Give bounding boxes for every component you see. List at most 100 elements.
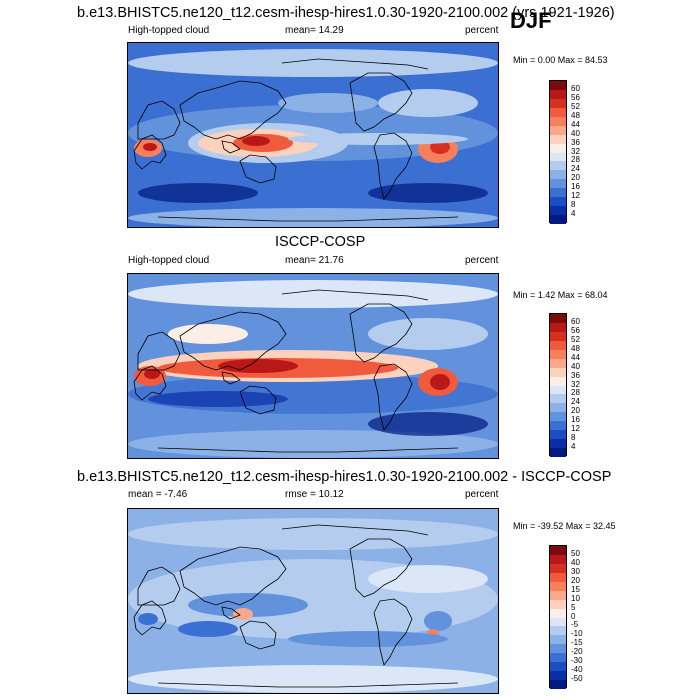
panel1-colorbar-swatch xyxy=(550,98,566,108)
panel1-cloud-area xyxy=(278,93,378,113)
panel3-colorbar-swatch xyxy=(550,626,566,636)
panel3-colorbar-label: 30 xyxy=(571,566,580,576)
panel2-colorbar-label: 8 xyxy=(571,433,576,443)
panel2-colorbar-swatch xyxy=(550,340,566,350)
panel2-colorbar-label: 20 xyxy=(571,406,580,416)
panel3-colorbar-box xyxy=(549,545,567,689)
panel3-colorbar: 50 40 30 20 15 10 5 0 -5 -10 -15 -20 -30 -40 -50 xyxy=(549,545,583,689)
panel1-coastline xyxy=(137,100,181,140)
panel1-colorbar-swatch xyxy=(550,89,566,99)
panel3-coastline xyxy=(281,524,429,536)
panel2-colorbar: 60 56 52 48 44 40 36 32 28 24 20 16 12 8 4 xyxy=(549,313,580,457)
panel3-colorbar-swatch xyxy=(550,608,566,618)
panel1-colorbar-label: 24 xyxy=(571,164,580,174)
panel1-colorbar-swatch xyxy=(550,81,566,90)
panel3-cloud-area xyxy=(188,593,308,617)
panel1-colorbar-swatch xyxy=(550,170,566,180)
panel2-minmax: Min = 1.42 Max = 68.04 xyxy=(513,290,608,300)
panel3-cloud-area xyxy=(128,518,498,550)
panel3-coastline xyxy=(349,538,413,598)
panel3-coastline xyxy=(133,600,167,636)
panel1-mean: mean= 14.29 xyxy=(285,25,344,36)
panel1-coastline xyxy=(179,80,287,140)
panel1-colorbar-swatch xyxy=(550,152,566,162)
panel1-cloud-area xyxy=(242,136,270,146)
panel3-colorbar-swatch xyxy=(550,572,566,582)
panel3-cloud-area xyxy=(128,665,498,693)
panel3-title: b.e13.BHISTC5.ne120_t12.cesm-ihesp-hires… xyxy=(77,469,612,485)
panel3-cloud-area xyxy=(138,613,158,625)
panel2-coastline xyxy=(157,447,459,453)
panel2-coastline xyxy=(373,363,413,431)
panel2-coastline xyxy=(281,289,429,301)
panel3-cloud-area xyxy=(424,611,452,631)
panel2-coastline xyxy=(349,303,413,363)
panel3-colorbar-swatch xyxy=(550,662,566,672)
panel1-colorbar-swatch xyxy=(550,134,566,144)
panel1-cloud-area xyxy=(138,183,258,203)
panel3-units: percent xyxy=(465,489,499,500)
panel2-colorbar-swatch xyxy=(550,448,566,457)
panel2-colorbar-swatch xyxy=(550,349,566,359)
panel3-colorbar-swatch xyxy=(550,680,566,689)
season-label: DJF xyxy=(510,8,552,33)
panel1-colorbar-swatch xyxy=(550,125,566,135)
panel1-colorbar-box xyxy=(549,80,567,224)
panel1-colorbar-label: 12 xyxy=(571,191,580,201)
panel2-colorbar-box xyxy=(549,313,567,457)
panel3-cloud-area xyxy=(178,621,238,637)
panel3-colorbar-label: -15 xyxy=(571,638,583,648)
panel2-variable: High-topped cloud xyxy=(128,255,210,266)
panel3-colorbar-swatch xyxy=(550,671,566,681)
panel3-colorbar-label: 0 xyxy=(571,611,576,621)
panel1-colorbar-label: 56 xyxy=(571,92,580,102)
panel3-minmax: Min = -39.52 Max = 32.45 xyxy=(513,521,616,531)
panel1-colorbar-label: 8 xyxy=(571,200,576,210)
panel2-colorbar-swatch xyxy=(550,421,566,431)
panel3-colorbar-label: 5 xyxy=(571,602,576,612)
panel3-colorbar-label: -40 xyxy=(571,665,583,675)
panel2-coastline xyxy=(133,365,167,401)
panel1-colorbar-swatch xyxy=(550,116,566,126)
panel3-coastline xyxy=(179,546,287,606)
panel3-coastline xyxy=(157,682,459,688)
panel1-colorbar-swatch xyxy=(550,107,566,117)
panel2-colorbar-swatch xyxy=(550,403,566,413)
panel3-map xyxy=(127,508,499,694)
panel1-colorbar-label: 28 xyxy=(571,155,580,165)
panel2-cloud-area xyxy=(430,374,450,390)
panel3-colorbar-swatch xyxy=(550,546,566,555)
panel3-coastline xyxy=(137,566,181,606)
panel3-colorbar-label: 40 xyxy=(571,557,580,567)
panel1-colorbar-swatch xyxy=(550,179,566,189)
panel2-colorbar-label: 16 xyxy=(571,415,580,425)
panel1-coastline xyxy=(157,216,459,222)
panel1-map xyxy=(127,42,499,228)
panel2-colorbar-swatch xyxy=(550,358,566,368)
panel3-map-field xyxy=(128,509,498,693)
panel2-colorbar-swatch xyxy=(550,394,566,404)
panel1-cloud-area xyxy=(368,183,488,203)
panel1-colorbar-label: 36 xyxy=(571,137,580,147)
panel2-coastline xyxy=(137,331,181,371)
panel1-cloud-area xyxy=(378,89,478,117)
panel1-cloud-area xyxy=(128,208,498,227)
panel1-coastline xyxy=(349,72,413,132)
panel3-colorbar-swatch xyxy=(550,635,566,645)
panel2-colorbar-swatch xyxy=(550,367,566,377)
panel2-cloud-area xyxy=(368,318,488,350)
panel3-cloud-area xyxy=(368,565,488,593)
panel2-colorbar-label: 24 xyxy=(571,397,580,407)
panel2-mean: mean= 21.76 xyxy=(285,255,344,266)
panel3-colorbar-label: -20 xyxy=(571,647,583,657)
panel3-colorbar-swatch xyxy=(550,554,566,564)
panel1-colorbar-label: 4 xyxy=(571,209,576,219)
panel3-cloud-area xyxy=(288,631,448,647)
panel2-cloud-area xyxy=(128,430,498,458)
panel3-colorbar-swatch xyxy=(550,590,566,600)
panel2-cloud-area xyxy=(144,369,160,379)
panel2-colorbar-swatch xyxy=(550,331,566,341)
panel1-colorbar-swatch xyxy=(550,161,566,171)
panel1-colorbar-label: 48 xyxy=(571,110,580,120)
panel2-map xyxy=(127,273,499,459)
